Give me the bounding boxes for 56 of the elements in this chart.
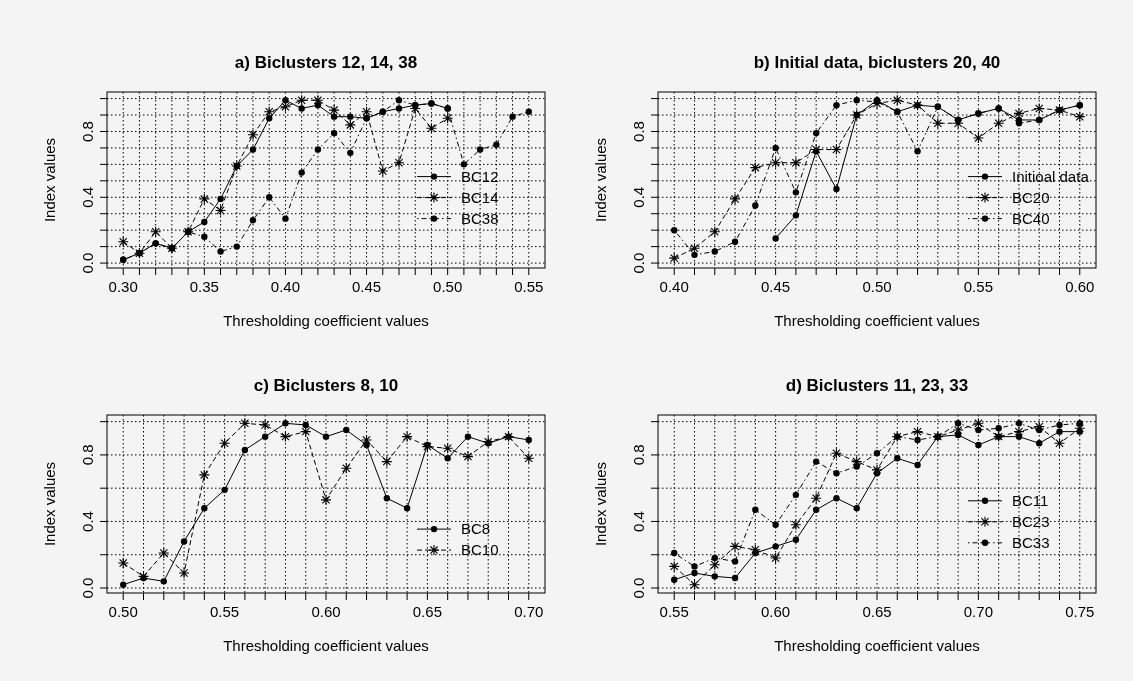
y-tick-label: 0.4 [630, 511, 647, 532]
y-axis-title: Index values [592, 137, 609, 223]
x-tick-label: 0.60 [1065, 278, 1095, 295]
x-tick-label: 0.45 [761, 278, 791, 295]
legend-label: Initioal data [1012, 167, 1090, 185]
y-tick-label: 0.4 [630, 186, 647, 208]
y-tick-label: 0.4 [79, 511, 96, 532]
x-tick-label: 0.55 [210, 603, 240, 620]
legend-label: BC38 [461, 209, 499, 227]
x-tick-label: 0.50 [433, 278, 463, 295]
chart-title: a) Biclusters 12, 14, 38 [234, 53, 418, 72]
x-tick-label: 0.45 [351, 278, 382, 295]
y-tick-label: 0.8 [79, 444, 96, 466]
y-tick-label: 0.8 [630, 121, 647, 142]
x-tick-label: 0.70 [963, 603, 993, 620]
y-axis-title: Index values [41, 137, 58, 223]
y-tick-label: 0.8 [79, 121, 96, 142]
chart-title: d) Biclusters 11, 23, 33 [785, 376, 969, 395]
x-tick-label: 0.60 [311, 603, 341, 620]
y-tick-label: 0.0 [79, 577, 96, 599]
x-tick-label: 0.55 [659, 603, 689, 620]
legend-label: BC14 [461, 188, 499, 206]
x-tick-label: 0.55 [514, 278, 544, 295]
x-axis-title: Thresholding coefficient values [223, 312, 429, 329]
x-tick-label: 0.65 [412, 603, 442, 620]
x-tick-label: 0.50 [862, 278, 892, 295]
y-tick-label: 0.0 [79, 252, 96, 274]
legend-label: BC8 [461, 520, 491, 538]
legend-label: BC40 [1012, 209, 1050, 227]
y-axis-title: Index values [592, 461, 609, 547]
y-axis-title: Index values [41, 461, 58, 547]
x-tick-label: 0.50 [108, 603, 138, 620]
chart-title: c) Biclusters 8, 10 [253, 376, 399, 395]
x-axis-title: Thresholding coefficient values [774, 312, 980, 329]
x-tick-label: 0.60 [761, 603, 791, 620]
y-tick-label: 0.8 [630, 444, 647, 466]
x-tick-label: 0.75 [1065, 603, 1095, 620]
x-tick-label: 0.30 [108, 278, 138, 295]
x-tick-label: 0.55 [963, 278, 993, 295]
legend-label: BC20 [1012, 188, 1050, 206]
x-tick-label: 0.70 [514, 603, 544, 620]
x-tick-label: 0.40 [270, 278, 301, 295]
x-tick-label: 0.40 [659, 278, 689, 295]
x-axis-title: Thresholding coefficient values [774, 637, 980, 654]
legend-label: BC11 [1012, 491, 1049, 509]
legend-label: BC10 [461, 541, 499, 559]
x-tick-label: 0.35 [189, 278, 219, 295]
x-axis-title: Thresholding coefficient values [223, 637, 429, 654]
y-tick-label: 0.0 [630, 577, 647, 599]
chart-title: b) Initial data, biclusters 20, 40 [753, 53, 1001, 72]
y-tick-label: 0.4 [79, 186, 96, 208]
legend-label: BC23 [1012, 512, 1050, 530]
legend-label: BC12 [461, 167, 499, 185]
x-tick-label: 0.65 [862, 603, 892, 620]
y-tick-label: 0.0 [630, 252, 647, 274]
legend-label: BC33 [1012, 533, 1050, 551]
